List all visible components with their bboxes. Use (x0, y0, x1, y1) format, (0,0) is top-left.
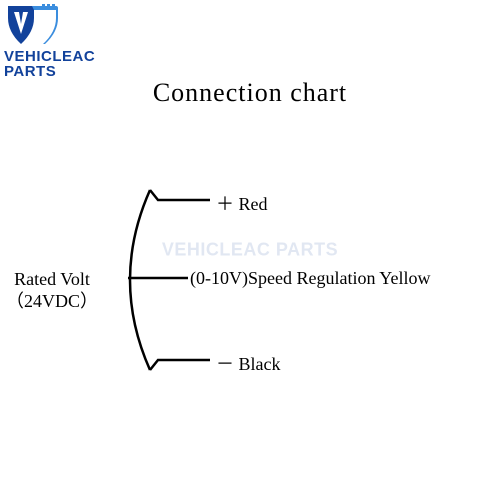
wire-bot (150, 360, 210, 370)
wire-label-black: － Black (216, 350, 281, 376)
wire-label-yellow: (0-10V)Speed Regulation Yellow (190, 268, 430, 289)
wire-top (150, 190, 210, 200)
diagram-canvas: VEHICLEAC PARTS Connection chart VEHICLE… (0, 0, 500, 500)
wiring-svg (0, 0, 500, 500)
wire-label-red: ＋ Red (216, 190, 268, 216)
arc-path (130, 190, 150, 370)
